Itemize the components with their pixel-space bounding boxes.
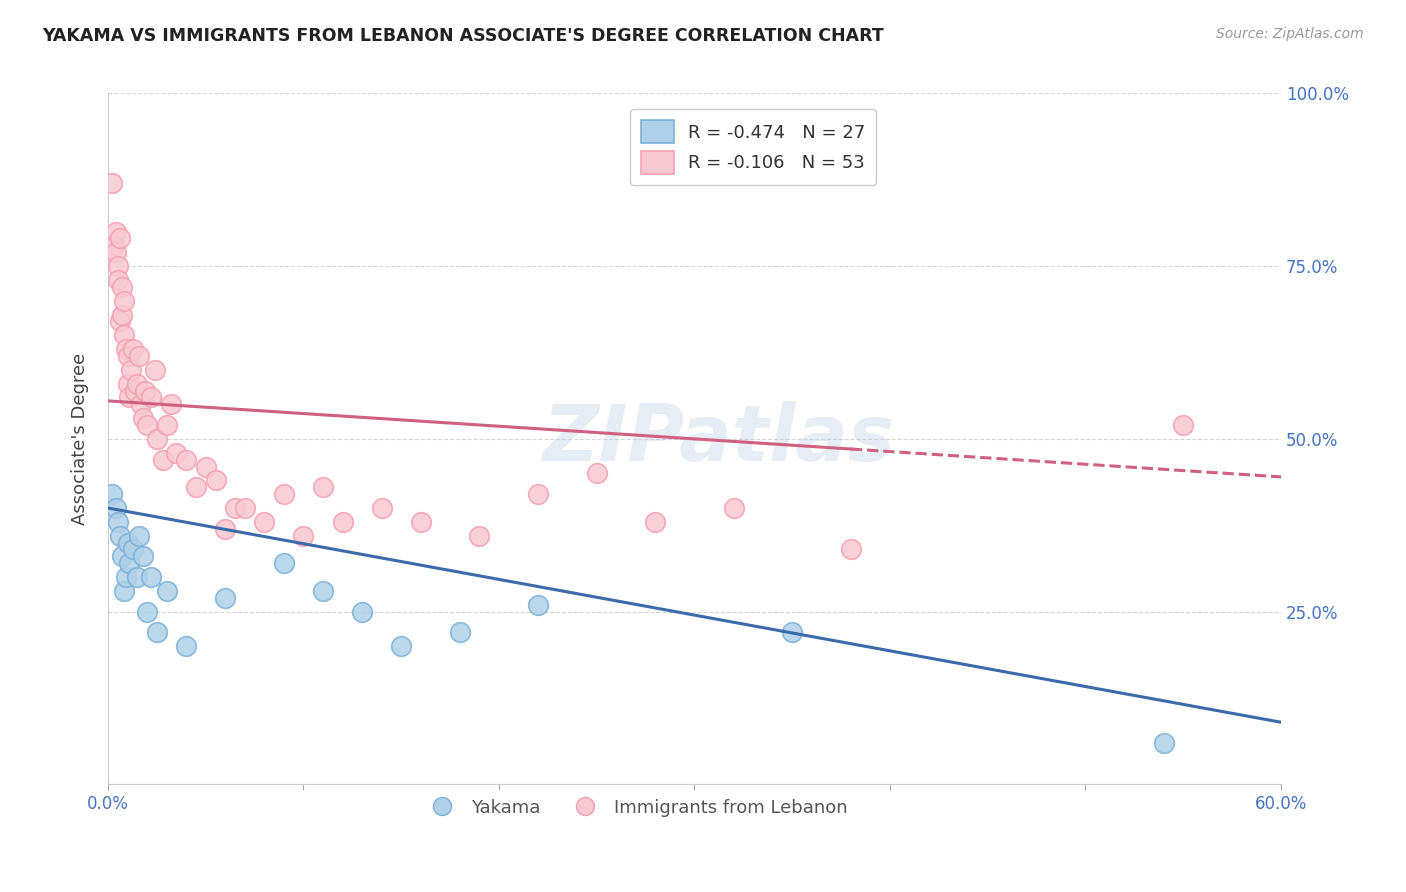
Point <box>1153 736 1175 750</box>
Point <box>124 384 146 398</box>
Point <box>117 349 139 363</box>
Point <box>139 570 162 584</box>
Point <box>108 528 131 542</box>
Point <box>585 467 607 481</box>
Text: YAKAMA VS IMMIGRANTS FROM LEBANON ASSOCIATE'S DEGREE CORRELATION CHART: YAKAMA VS IMMIGRANTS FROM LEBANON ASSOCI… <box>42 27 884 45</box>
Point <box>132 411 155 425</box>
Point <box>184 480 207 494</box>
Point <box>527 598 550 612</box>
Point <box>194 459 217 474</box>
Point <box>136 605 159 619</box>
Point <box>104 245 127 260</box>
Y-axis label: Associate's Degree: Associate's Degree <box>72 352 89 525</box>
Point <box>292 528 315 542</box>
Point <box>111 549 134 564</box>
Point <box>120 363 142 377</box>
Point <box>273 556 295 570</box>
Text: Source: ZipAtlas.com: Source: ZipAtlas.com <box>1216 27 1364 41</box>
Point <box>370 501 392 516</box>
Point <box>152 452 174 467</box>
Point <box>129 397 152 411</box>
Point <box>103 238 125 252</box>
Point <box>101 176 124 190</box>
Point <box>139 391 162 405</box>
Point <box>159 397 181 411</box>
Point <box>114 570 136 584</box>
Point <box>114 342 136 356</box>
Point <box>132 549 155 564</box>
Point <box>1173 418 1195 433</box>
Point <box>214 522 236 536</box>
Point <box>122 342 145 356</box>
Point <box>644 515 666 529</box>
Point <box>527 487 550 501</box>
Point <box>112 328 135 343</box>
Legend: Yakama, Immigrants from Lebanon: Yakama, Immigrants from Lebanon <box>416 791 855 824</box>
Point <box>107 515 129 529</box>
Point <box>156 418 179 433</box>
Point <box>409 515 432 529</box>
Point <box>389 639 412 653</box>
Point <box>107 273 129 287</box>
Point <box>156 583 179 598</box>
Point <box>117 376 139 391</box>
Point <box>780 625 803 640</box>
Point <box>352 605 374 619</box>
Point <box>111 308 134 322</box>
Point <box>332 515 354 529</box>
Point <box>204 474 226 488</box>
Point <box>253 515 276 529</box>
Point <box>723 501 745 516</box>
Point <box>118 556 141 570</box>
Point <box>112 583 135 598</box>
Point <box>104 501 127 516</box>
Point <box>214 591 236 605</box>
Point <box>273 487 295 501</box>
Point <box>111 280 134 294</box>
Point <box>108 314 131 328</box>
Point <box>839 542 862 557</box>
Point <box>104 225 127 239</box>
Point <box>118 391 141 405</box>
Point <box>468 528 491 542</box>
Point <box>136 418 159 433</box>
Point <box>127 376 149 391</box>
Point <box>312 480 335 494</box>
Point <box>146 625 169 640</box>
Point <box>143 363 166 377</box>
Point <box>108 231 131 245</box>
Point <box>312 583 335 598</box>
Point <box>224 501 246 516</box>
Point <box>174 452 197 467</box>
Point <box>112 293 135 308</box>
Point <box>134 384 156 398</box>
Point <box>165 446 187 460</box>
Point <box>128 349 150 363</box>
Point <box>107 259 129 273</box>
Point <box>122 542 145 557</box>
Point <box>233 501 256 516</box>
Point <box>101 487 124 501</box>
Point <box>127 570 149 584</box>
Point <box>128 528 150 542</box>
Point <box>174 639 197 653</box>
Text: ZIPatlas: ZIPatlas <box>541 401 894 477</box>
Point <box>117 535 139 549</box>
Point <box>146 432 169 446</box>
Point <box>449 625 471 640</box>
